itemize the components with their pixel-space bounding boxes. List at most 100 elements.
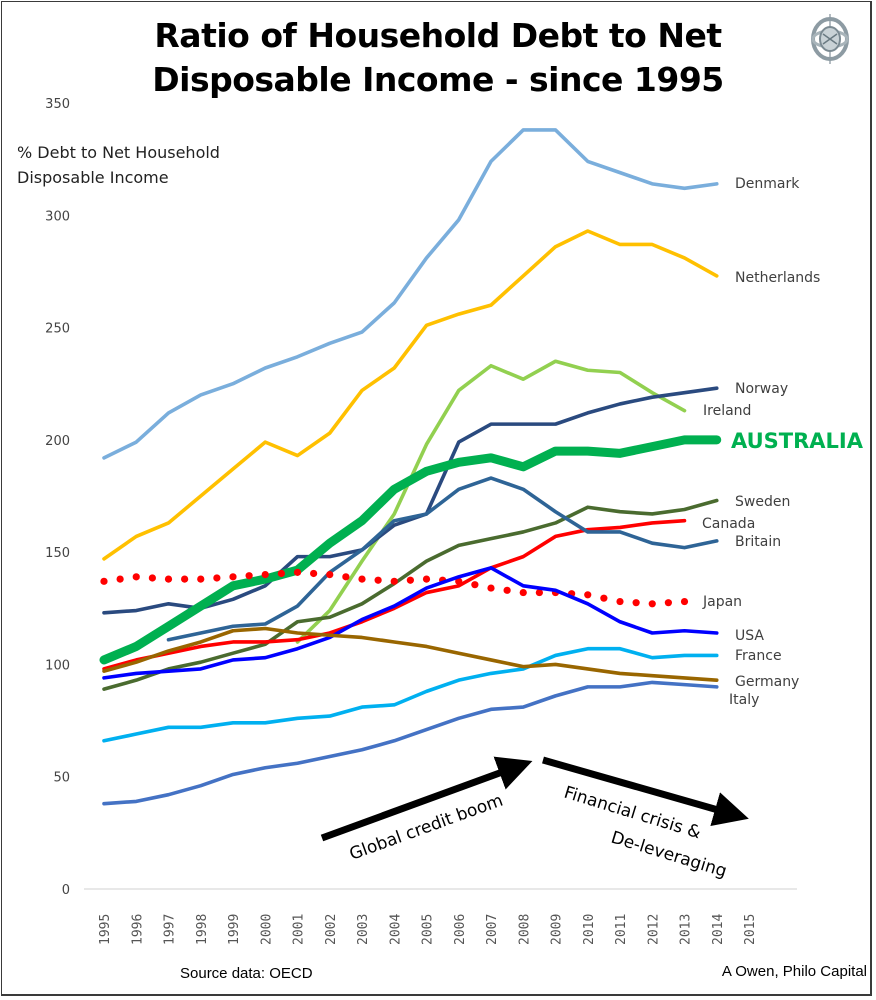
- deleveraging-arrow: [542, 756, 749, 827]
- x-tick-label: 2006: [453, 914, 468, 945]
- series-usa: [102, 566, 719, 680]
- series-japan-dot: [471, 581, 479, 589]
- series-canada: [102, 518, 687, 671]
- x-tick-label: 2011: [614, 914, 629, 945]
- label-ireland: Ireland: [703, 403, 751, 419]
- series-japan-dot: [116, 575, 124, 583]
- series-japan: [100, 568, 689, 608]
- y-tick-label: 300: [45, 209, 70, 224]
- label-canada: Canada: [702, 516, 755, 532]
- series-japan-dot: [616, 597, 624, 606]
- chart-title-line-2: Disposable Income - since 1995: [152, 60, 724, 99]
- series-ireland: [295, 359, 687, 644]
- y-tick-label: 250: [45, 322, 70, 337]
- series-japan-dot: [213, 574, 221, 582]
- label-britain: Britain: [735, 534, 781, 550]
- series-japan-dot: [181, 575, 189, 583]
- series-japan-dot: [487, 584, 495, 592]
- series-japan-dot: [422, 575, 431, 583]
- series-japan-dot: [503, 586, 511, 594]
- label-norway: Norway: [735, 381, 788, 397]
- y-tick-label: 350: [45, 97, 70, 112]
- series-japan-dot: [245, 572, 253, 580]
- label-sweden: Sweden: [735, 494, 790, 510]
- x-tick-label: 2003: [356, 914, 371, 945]
- series-japan-dot: [390, 577, 398, 585]
- deleveraging-label: De-leveraging: [609, 828, 729, 882]
- series-japan-dot: [277, 569, 285, 578]
- series-japan-dot: [584, 591, 592, 599]
- x-tick-label: 2013: [679, 914, 694, 945]
- label-denmark: Denmark: [735, 176, 800, 192]
- series-japan-dot: [132, 573, 140, 581]
- x-tick-label: 2014: [711, 914, 726, 945]
- series-japan-dot: [310, 569, 318, 578]
- label-japan: Japan: [702, 594, 742, 610]
- x-tick-label: 1997: [163, 914, 178, 945]
- series-japan-dot: [519, 588, 527, 597]
- x-tick-label: 2005: [421, 914, 436, 945]
- x-tick-label: 1998: [195, 914, 210, 945]
- series-japan-dot: [293, 568, 302, 576]
- y-tick-label: 200: [45, 434, 70, 449]
- series-lines: [99, 128, 722, 806]
- x-tick-label: 1996: [130, 914, 145, 945]
- y-axis-title-line-2: Disposable Income: [17, 168, 169, 187]
- x-tick-label: 1999: [227, 914, 242, 945]
- series-germany: [102, 626, 719, 682]
- y-axis-title: % Debt to Net Household Disposable Incom…: [17, 140, 220, 190]
- y-tick-label: 150: [45, 546, 70, 561]
- label-usa: USA: [735, 628, 764, 644]
- label-australia: AUSTRALIA: [731, 429, 864, 453]
- series-japan-dot: [164, 575, 173, 583]
- x-tick-label: 2008: [517, 914, 532, 945]
- credit-boom-arrow: [320, 756, 533, 842]
- x-tick-label: 2015: [743, 914, 758, 945]
- series-japan-dot: [600, 594, 608, 602]
- x-tick-label: 2012: [646, 914, 661, 945]
- y-tick-label: 100: [45, 658, 70, 673]
- series-japan-dot: [374, 576, 382, 584]
- series-denmark: [102, 128, 719, 460]
- series-australia: [99, 435, 722, 665]
- gyroscope-logo-icon: [811, 14, 849, 64]
- x-tick-label: 2004: [388, 914, 403, 945]
- series-japan-dot: [632, 599, 640, 607]
- series-japan-dot: [326, 571, 334, 579]
- series-netherlands: [102, 229, 719, 561]
- series-japan-dot: [261, 571, 269, 579]
- series-japan-dot: [148, 574, 156, 582]
- series-japan-dot: [342, 573, 350, 581]
- series-japan-dot: [535, 588, 543, 597]
- series-france: [102, 646, 719, 743]
- label-germany: Germany: [735, 674, 799, 690]
- source-note: Source data: OECD: [180, 965, 313, 982]
- y-tick-label: 0: [62, 883, 70, 898]
- annotations: Global credit boom Financial crisis &De-l…: [320, 756, 749, 882]
- x-tick-label: 2010: [582, 914, 597, 945]
- series-japan-dot: [664, 599, 672, 607]
- label-france: France: [735, 648, 782, 664]
- series-japan-dot: [229, 573, 237, 581]
- x-tick-label: 2001: [292, 914, 307, 945]
- series-japan-dot: [100, 577, 108, 585]
- x-tick-label: 2007: [485, 914, 500, 945]
- label-italy: Italy: [729, 692, 759, 708]
- series-britain: [166, 476, 719, 642]
- series-japan-dot: [455, 577, 463, 585]
- series-japan-dot: [406, 576, 414, 584]
- series-japan-dot: [197, 575, 205, 583]
- y-axis-title-line-1: % Debt to Net Household: [17, 143, 220, 162]
- series-japan-dot: [680, 597, 689, 606]
- series-labels: Denmark Netherlands Ireland Norway AUSTRALIA…: [702, 176, 864, 708]
- series-sweden: [102, 498, 719, 691]
- chart-title-line-1: Ratio of Household Debt to Net: [154, 16, 722, 55]
- label-netherlands: Netherlands: [735, 270, 820, 286]
- y-tick-label: 50: [53, 771, 70, 786]
- y-axis-ticks: 0 50 100 150 200 250 300 350: [45, 97, 70, 898]
- author-credit: A Owen, Philo Capital: [721, 963, 867, 980]
- series-japan-dot: [648, 600, 656, 608]
- x-axis-ticks: 1995 1996 1997 1998 1999 2000 2001 2002 2003 2004…: [98, 914, 758, 945]
